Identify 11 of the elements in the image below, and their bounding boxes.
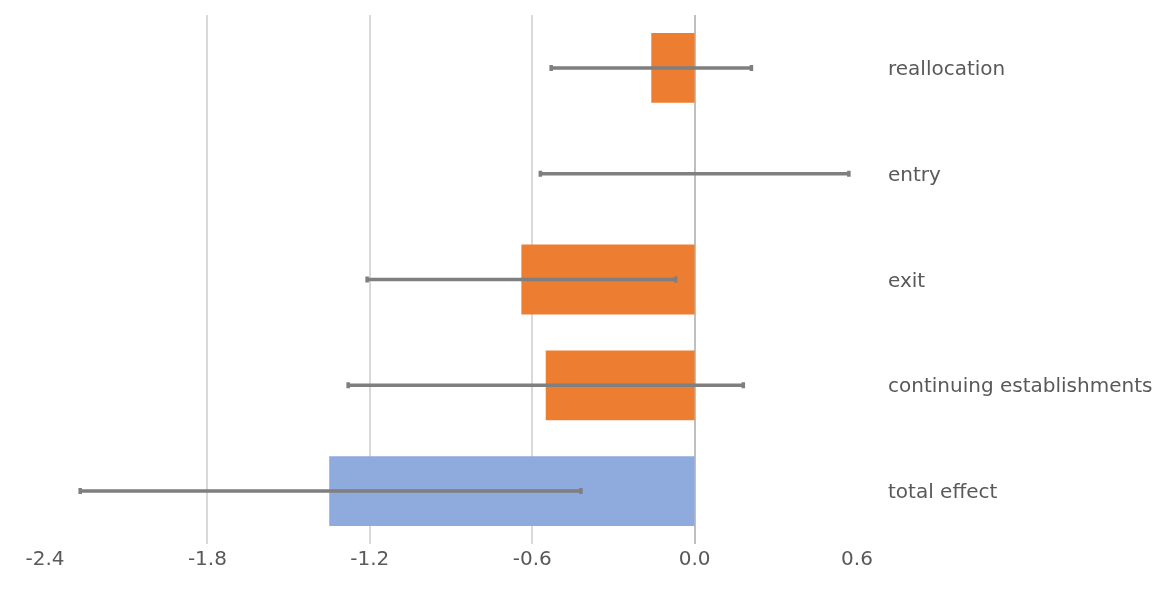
x-tick-label: -0.6 (512, 546, 552, 570)
x-tick-label: 0.6 (841, 546, 873, 570)
y-tick-label: total effect (888, 479, 998, 504)
y-tick-label: continuing establishments (888, 373, 1153, 398)
x-tick-label: -1.8 (187, 546, 227, 570)
y-tick-label: exit (888, 267, 926, 292)
y-tick-label: entry (888, 161, 942, 186)
y-tick-label: reallocation (888, 55, 1006, 80)
x-tick-label: -2.4 (25, 546, 65, 570)
x-tick-label: -1.2 (350, 546, 390, 570)
x-tick-label: 0.0 (678, 546, 711, 570)
